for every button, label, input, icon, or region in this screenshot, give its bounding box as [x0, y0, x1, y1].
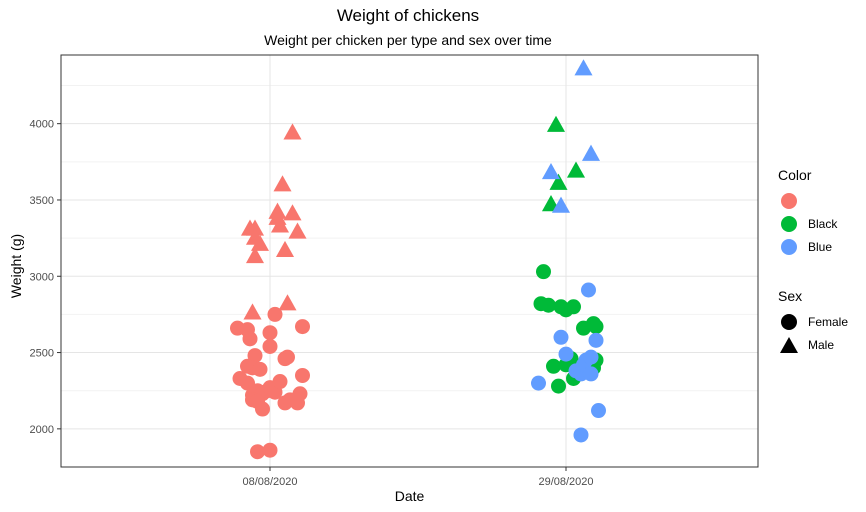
plot-panel [60, 54, 759, 468]
data-point-female [242, 331, 258, 347]
chart-subtitle: Weight per chicken per type and sex over… [264, 32, 552, 48]
legend-item-blue: Blue [778, 235, 837, 258]
data-point-male [546, 115, 566, 132]
data-point-male [245, 219, 265, 236]
legend-item-black: Black [778, 212, 837, 235]
data-point-male [549, 173, 568, 190]
data-point-male [250, 234, 270, 251]
data-point-female [531, 375, 546, 391]
data-point-female [541, 297, 556, 313]
data-point-male [273, 175, 292, 192]
data-point-male [283, 123, 302, 140]
y-tick-label: 3000 [30, 271, 54, 283]
data-point-female [255, 401, 270, 417]
data-point-female [558, 346, 574, 362]
y-axis-label: Weight (g) [8, 233, 24, 299]
data-point-male [566, 161, 586, 178]
y-tick-label: 3500 [30, 195, 54, 207]
legend-key-circle-icon [778, 236, 800, 258]
y-tick-label: 2500 [30, 348, 54, 360]
data-point-female [573, 427, 589, 443]
data-point-male [551, 196, 571, 213]
x-tick-label: 08/08/2020 [242, 476, 297, 488]
data-point-female [250, 444, 265, 460]
data-point-female [252, 361, 268, 377]
data-point-male [275, 240, 295, 257]
data-point-female [280, 349, 295, 365]
data-point-male [288, 222, 307, 239]
legend-key-circle-icon [778, 311, 800, 333]
data-point-female [262, 442, 278, 458]
circle-shape-icon [781, 313, 797, 330]
legend-label-black: Black [808, 216, 838, 231]
x-axis-label: Date [394, 488, 425, 504]
data-point-female [583, 366, 599, 382]
swatch-green [781, 215, 797, 232]
data-point-female [292, 386, 308, 402]
sex-legend-title: Sex [778, 288, 803, 304]
data-point-female [272, 374, 288, 390]
legend-item-male: Male [778, 333, 848, 356]
legend-item-female: Female [778, 310, 848, 333]
data-point-male [245, 246, 265, 264]
chart-title: Weight of chickens [336, 6, 480, 25]
data-point-female [581, 282, 596, 298]
data-point-female [588, 319, 604, 335]
data-point-female [566, 299, 581, 315]
data-point-male [270, 216, 290, 233]
data-point-female [553, 329, 569, 345]
legend-item-color-1 [778, 189, 837, 212]
data-point-female [295, 367, 310, 383]
data-point-male [278, 294, 297, 311]
legend-key-circle-icon [778, 213, 800, 235]
data-point-female [262, 325, 278, 341]
data-point-female [591, 403, 606, 419]
color-legend-title: Color [778, 167, 812, 183]
data-point-female [247, 348, 263, 364]
x-tick-label: 29/08/2020 [538, 476, 593, 488]
data-point-female [583, 349, 599, 365]
data-point-male [574, 59, 593, 76]
data-point-female [588, 332, 604, 348]
data-point-male [581, 144, 601, 161]
swatch-blue [781, 238, 797, 255]
data-point-female [262, 338, 278, 354]
swatch-red [781, 192, 797, 209]
triangle-shape-icon [780, 336, 798, 353]
legend-label-female: Female [808, 314, 849, 329]
y-tick-label: 4000 [30, 119, 54, 131]
legend-key-triangle-icon [778, 334, 800, 356]
data-point-female [536, 264, 551, 280]
data-point-female [551, 378, 566, 394]
data-point-male [243, 303, 262, 320]
legend-label-blue: Blue [808, 239, 833, 254]
data-point-female [295, 319, 310, 335]
legend-label-male: Male [808, 337, 835, 352]
color-legend: Color Black Blue [778, 167, 837, 258]
data-point-female [546, 358, 561, 374]
data-point-male [283, 204, 302, 221]
y-tick-label: 2000 [30, 424, 54, 436]
sex-legend: Sex Female Male [778, 288, 848, 356]
data-point-female [267, 306, 283, 322]
legend-key-circle-icon [778, 190, 800, 212]
data-point-male [541, 162, 561, 180]
